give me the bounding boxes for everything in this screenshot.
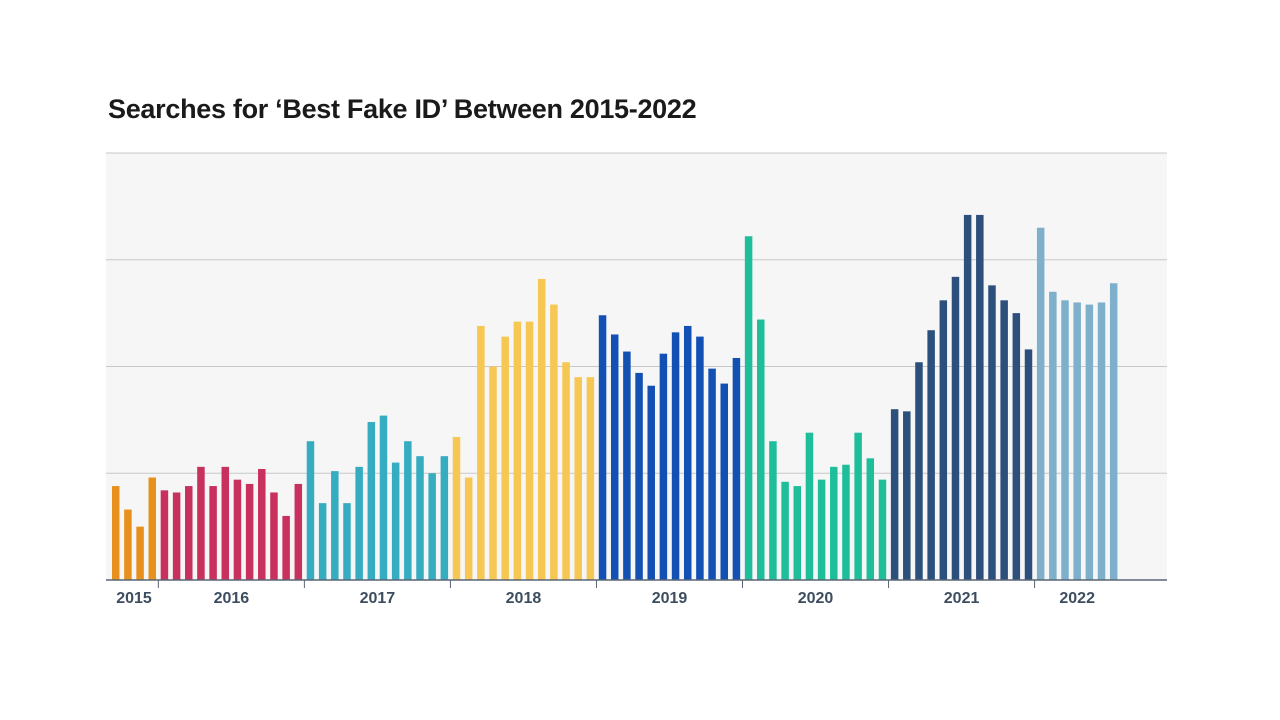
bar xyxy=(367,422,376,580)
bar xyxy=(294,483,303,580)
bar xyxy=(221,466,230,580)
bar xyxy=(1024,349,1033,580)
bar xyxy=(209,486,217,580)
bar xyxy=(416,456,424,580)
bar xyxy=(464,477,473,580)
bar xyxy=(391,462,400,580)
bar xyxy=(671,332,680,580)
x-tick-label: 2019 xyxy=(652,590,688,607)
bar xyxy=(1085,304,1094,580)
bar xyxy=(647,385,655,580)
bar xyxy=(270,492,278,580)
bar xyxy=(610,334,619,580)
bar xyxy=(318,503,327,580)
bar xyxy=(744,236,753,580)
bar xyxy=(513,321,522,580)
bar xyxy=(793,486,802,580)
bar xyxy=(379,415,388,580)
bar xyxy=(124,509,132,580)
bar xyxy=(306,441,315,580)
bar xyxy=(903,411,911,580)
bar xyxy=(197,466,205,580)
bar xyxy=(112,486,120,580)
bar xyxy=(172,492,181,580)
bar xyxy=(708,368,716,580)
x-tick-label: 2022 xyxy=(1059,590,1095,607)
bar xyxy=(659,353,668,580)
bar xyxy=(428,473,436,580)
bar xyxy=(452,436,461,580)
bar xyxy=(1109,283,1118,580)
bar xyxy=(477,325,485,580)
bar xyxy=(550,304,558,580)
bar xyxy=(136,526,144,580)
bar xyxy=(890,409,899,580)
x-tick-label: 2017 xyxy=(360,590,396,607)
bar xyxy=(537,278,546,580)
bar xyxy=(489,366,497,580)
bar xyxy=(586,377,595,580)
bar xyxy=(854,432,862,580)
bar xyxy=(817,479,826,580)
bar xyxy=(1073,302,1081,580)
bar xyxy=(1012,313,1021,580)
bar xyxy=(1049,291,1057,580)
bar xyxy=(623,351,631,580)
bar xyxy=(757,319,765,580)
bar xyxy=(404,441,412,580)
bar xyxy=(501,336,509,580)
bar xyxy=(1000,300,1008,580)
bar xyxy=(1097,302,1106,580)
bar xyxy=(842,464,850,580)
bar xyxy=(781,481,789,580)
bar xyxy=(732,357,741,580)
bar xyxy=(927,330,935,580)
bar xyxy=(440,456,449,580)
bar xyxy=(1036,227,1045,580)
bar xyxy=(866,458,875,580)
bar xyxy=(963,214,972,581)
bar xyxy=(331,471,339,580)
bar xyxy=(598,315,607,580)
bar xyxy=(635,372,643,580)
bar xyxy=(525,321,534,580)
bar xyxy=(769,441,777,580)
x-tick-label: 2018 xyxy=(506,590,542,607)
x-tick-label: 2016 xyxy=(214,590,250,607)
bar xyxy=(148,477,157,580)
bar xyxy=(574,377,582,580)
x-tick-label: 2020 xyxy=(798,590,834,607)
bar xyxy=(683,325,692,580)
bar xyxy=(245,483,254,580)
bar xyxy=(939,300,948,580)
bar xyxy=(160,490,169,580)
x-tick-label: 2021 xyxy=(944,590,980,607)
bar xyxy=(343,503,351,580)
bar xyxy=(1061,300,1069,580)
bar xyxy=(805,432,814,580)
bar xyxy=(185,486,193,580)
bar xyxy=(258,468,266,580)
bar xyxy=(988,285,996,580)
bar xyxy=(878,479,887,580)
chart-title: Searches for ‘Best Fake ID’ Between 2015… xyxy=(108,94,697,124)
bar xyxy=(915,362,923,580)
bar xyxy=(696,336,704,580)
bar xyxy=(282,515,290,580)
bar xyxy=(830,466,838,580)
x-tick-label: 2015 xyxy=(116,590,152,607)
bar xyxy=(233,479,242,580)
bar xyxy=(976,214,984,581)
bar xyxy=(562,362,570,580)
bar xyxy=(951,276,960,580)
bar xyxy=(355,466,363,580)
bar xyxy=(720,383,728,580)
